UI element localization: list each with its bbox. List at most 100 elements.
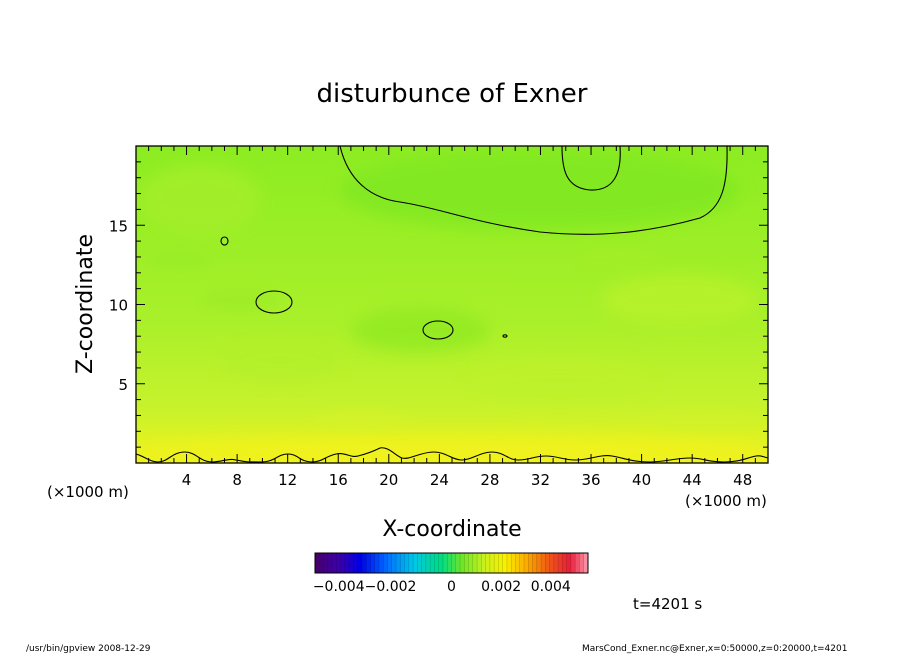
colorbar-swatch bbox=[434, 553, 440, 573]
colorbar-swatch bbox=[396, 553, 401, 573]
x-unit-right: (×1000 m) bbox=[685, 492, 767, 510]
colorbar-swatch bbox=[460, 553, 465, 573]
colorbar-swatch bbox=[570, 553, 576, 573]
contour-small-3 bbox=[422, 320, 454, 340]
colorbar-swatch bbox=[400, 553, 405, 573]
colorbar-swatch bbox=[357, 553, 363, 573]
colorbar-swatch bbox=[524, 553, 529, 573]
colorbar-tick-label: 0 bbox=[447, 579, 456, 595]
colorbar-swatch bbox=[494, 553, 499, 573]
colorbar-frame bbox=[314, 552, 589, 574]
colorbar-swatch bbox=[519, 553, 525, 573]
chart-title: disturbunce of Exner bbox=[317, 79, 588, 109]
colorbar-swatch bbox=[378, 553, 384, 573]
contour-upper-inner bbox=[561, 146, 621, 191]
x-tick-label: 8 bbox=[232, 471, 242, 489]
colorbar-swatch bbox=[485, 553, 491, 573]
colorbar-swatch bbox=[558, 553, 563, 573]
colorbar-swatch bbox=[566, 553, 572, 573]
heatmap-field bbox=[136, 146, 768, 463]
colorbar-swatch bbox=[528, 553, 533, 573]
y-tick-labels: 5 10 15 bbox=[109, 217, 128, 394]
colorbar-swatch bbox=[336, 553, 341, 573]
colorbar-swatch bbox=[451, 553, 457, 573]
colorbar-swatch bbox=[421, 553, 427, 573]
x-tick-label: 36 bbox=[581, 471, 600, 489]
colorbar-swatch bbox=[545, 553, 551, 573]
colorbar-swatch bbox=[353, 553, 359, 573]
colorbar-swatch bbox=[472, 553, 478, 573]
y-tick-label: 10 bbox=[109, 297, 128, 315]
colorbar-swatch bbox=[370, 553, 376, 573]
x-tick-label: 28 bbox=[480, 471, 499, 489]
colorbar-swatch bbox=[506, 553, 512, 573]
colorbar-swatch bbox=[468, 553, 474, 573]
colorbar-swatch bbox=[442, 553, 448, 573]
colorbar-swatch bbox=[511, 553, 516, 573]
colorbar-swatch bbox=[332, 553, 337, 573]
footer-right: MarsCond_Exner.nc@Exner,x=0:50000,z=0:20… bbox=[582, 644, 847, 654]
colorbar-swatch bbox=[387, 553, 393, 573]
x-tick-label: 4 bbox=[182, 471, 192, 489]
colorbar-swatch bbox=[438, 553, 444, 573]
colorbar-swatch bbox=[340, 553, 346, 573]
colorbar-swatch bbox=[361, 553, 367, 573]
colorbar-swatch bbox=[425, 553, 431, 573]
colorbar-swatch bbox=[404, 553, 410, 573]
colorbar-labels: −0.004−0.002 0 0.002 0.004 bbox=[313, 579, 571, 595]
colorbar-swatch bbox=[374, 553, 380, 573]
x-tick-label: 20 bbox=[379, 471, 398, 489]
x-tick-label: 24 bbox=[430, 471, 449, 489]
colorbar-swatch bbox=[366, 553, 371, 573]
colorbar-swatch bbox=[464, 553, 469, 573]
colorbar-swatch bbox=[502, 553, 508, 573]
colorbar-swatch bbox=[532, 553, 538, 573]
colorbar-swatch bbox=[327, 553, 333, 573]
x-unit-left: (×1000 m) bbox=[47, 483, 129, 501]
x-axis-label: X-coordinate bbox=[382, 517, 521, 542]
colorbar-swatch bbox=[536, 553, 542, 573]
colorbar-swatch bbox=[455, 553, 461, 573]
colorbar-swatch bbox=[562, 553, 568, 573]
contour-upper bbox=[339, 146, 728, 235]
time-label: t=4201 s bbox=[633, 595, 702, 613]
colorbar-swatch bbox=[413, 553, 418, 573]
colorbar-swatch bbox=[498, 553, 504, 573]
colorbar-tick-label: 0.004 bbox=[531, 579, 571, 595]
x-tick-label: 16 bbox=[329, 471, 348, 489]
colorbar-swatch bbox=[447, 553, 452, 573]
x-tick-label: 12 bbox=[278, 471, 297, 489]
y-tick-label: 15 bbox=[109, 217, 128, 235]
colorbar-swatch bbox=[315, 553, 320, 573]
x-tick-label: 32 bbox=[531, 471, 550, 489]
y-axis-label: Z-coordinate bbox=[73, 234, 98, 374]
axis-ticks bbox=[136, 146, 768, 463]
colorbar-swatch bbox=[383, 553, 388, 573]
colorbar-swatch bbox=[583, 553, 589, 573]
y-tick-label: 5 bbox=[118, 376, 128, 394]
colorbar-swatch bbox=[481, 553, 487, 573]
colorbar-swatch bbox=[575, 553, 580, 573]
colorbar-swatch bbox=[344, 553, 350, 573]
contour-surface bbox=[136, 447, 768, 463]
colorbar-swatch bbox=[391, 553, 397, 573]
colorbar-swatch bbox=[349, 553, 354, 573]
colorbar-tick-label: 0.002 bbox=[481, 579, 521, 595]
footer-left: /usr/bin/gpview 2008-12-29 bbox=[26, 644, 151, 654]
colorbar-swatch bbox=[515, 553, 521, 573]
contour-small-1 bbox=[220, 236, 229, 246]
colorbar-swatch bbox=[319, 553, 324, 573]
colorbar-swatch bbox=[549, 553, 555, 573]
colorbar-swatch bbox=[430, 553, 435, 573]
colorbar-tick-label: −0.004−0.002 bbox=[313, 579, 417, 595]
colorbar-swatch bbox=[541, 553, 546, 573]
colorbar-swatch bbox=[323, 553, 329, 573]
x-tick-label: 48 bbox=[733, 471, 752, 489]
colorbar-swatch bbox=[553, 553, 559, 573]
colorbar-swatch bbox=[579, 553, 585, 573]
colorbar-swatch bbox=[408, 553, 414, 573]
contour-small-2 bbox=[255, 290, 293, 314]
colorbar-swatch bbox=[477, 553, 482, 573]
colorbar bbox=[314, 553, 589, 573]
